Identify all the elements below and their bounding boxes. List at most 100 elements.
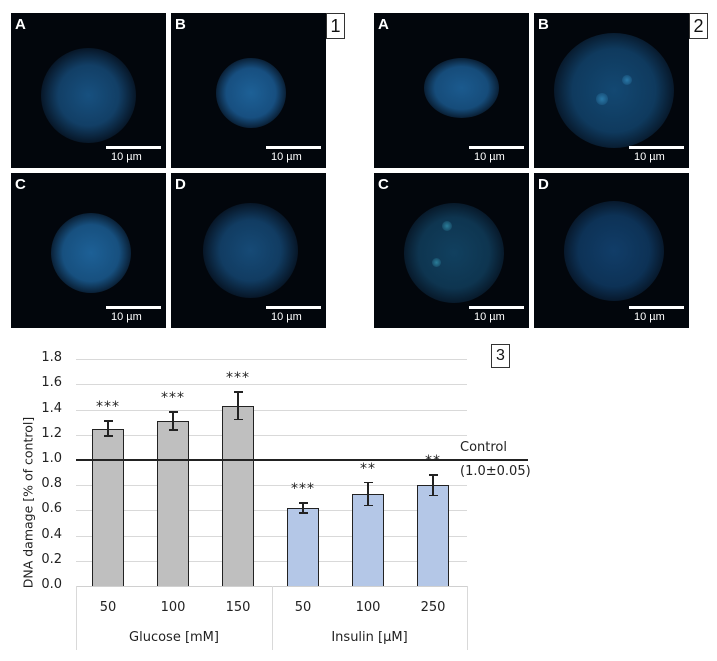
error-cap [103,435,113,437]
significance-marker: *** [226,369,250,386]
scale-bar [106,146,161,149]
error-bar [302,502,304,513]
error-cap [233,391,243,393]
error-cap [363,504,373,507]
dna-damage-bar-chart: DNA damage [% of control] 0.0 0.2 0.4 0.6 0.… [0,335,717,661]
scale-bar [106,306,161,309]
category-divider [467,586,468,650]
x-axis-line [76,586,467,587]
gridline [76,434,467,436]
panel-letter: B [175,16,186,33]
y-tick-label: 0.4 [41,526,62,542]
control-line [76,459,528,461]
figure-label-2: 2 [689,13,708,39]
error-cap [363,481,373,484]
y-tick-label: 1.4 [41,400,62,416]
significance-marker: *** [161,390,185,407]
y-tick-label: 0.6 [41,501,62,517]
gridline [76,384,467,386]
gridline [76,560,467,562]
y-tick-label: 1.2 [41,425,62,441]
x-group-label-glucose: Glucose [mM] [129,630,219,645]
bar-glucose-50 [92,428,124,586]
bar-insulin-100 [352,494,384,586]
y-tick-label: 0.0 [41,577,62,592]
scale-bar [629,306,684,309]
error-cap [168,429,178,431]
error-cap [428,474,438,476]
scale-bar [469,146,524,149]
bar-insulin-250 [417,485,449,586]
micrograph-panel-2d: D 10 µm [534,173,689,328]
error-bar [432,475,434,496]
micrograph-panel-1a: A 10 µm [11,13,166,168]
scale-bar [629,146,684,149]
micrograph-panel-2b: B 10 µm [534,13,689,168]
error-bar [107,420,109,437]
gridline [76,535,467,537]
panel-letter: D [538,176,549,193]
x-category-label: 150 [225,600,251,615]
error-cap [168,411,178,413]
error-cap [103,420,113,422]
scale-label: 10 µm [474,311,505,323]
error-cap [428,494,438,497]
scale-label: 10 µm [111,311,142,323]
category-divider [76,586,77,650]
panel-letter: A [378,16,389,33]
bar-glucose-100 [157,420,189,586]
y-tick-label: 1.6 [41,375,62,391]
panel-letter: B [538,16,549,33]
scale-label: 10 µm [271,151,302,163]
gridline [76,409,467,411]
error-cap [233,418,243,421]
y-tick-label: 1.8 [41,350,62,366]
significance-marker: *** [291,480,315,497]
scale-bar [469,306,524,309]
scale-label: 10 µm [634,311,665,323]
y-tick-label: 0.2 [41,551,62,567]
scale-bar [266,306,321,309]
micrograph-panel-2a: A 10 µm [374,13,529,168]
micrograph-panel-2c: C 10 µm [374,173,529,328]
scale-bar [266,146,321,149]
category-divider [272,586,273,650]
error-cap [298,512,308,514]
error-bar [367,482,369,506]
significance-marker: ** [425,453,441,470]
error-bar [172,412,174,430]
gridline [76,359,467,361]
x-group-label-insulin: Insulin [µM] [331,630,408,645]
x-category-label: 50 [294,600,312,615]
micrograph-panel-1d: D 10 µm [171,173,326,328]
panel-letter: D [175,176,186,193]
y-tick-label: 1.0 [41,451,62,466]
x-category-label: 250 [420,600,446,615]
micrograph-panel-1b: B 10 µm [171,13,326,168]
control-label: Control [460,440,507,455]
scale-label: 10 µm [271,311,302,323]
y-tick-label: 0.8 [41,476,62,492]
y-axis-label: DNA damage [% of control] [20,416,36,589]
x-category-label: 100 [160,600,186,615]
error-cap [298,502,308,504]
gridline [76,485,467,487]
panel-letter: A [15,16,26,33]
x-category-label: 100 [355,600,381,615]
bar-insulin-50 [287,507,319,586]
scale-label: 10 µm [474,151,505,163]
figure-label-1: 1 [326,13,345,39]
scale-label: 10 µm [634,151,665,163]
figure-label-3: 3 [491,344,510,368]
panel-letter: C [378,176,389,193]
gridline [76,510,467,512]
control-value: (1.0±0.05) [460,464,531,479]
panel-letter: C [15,176,26,193]
scale-label: 10 µm [111,151,142,163]
significance-marker: ** [360,460,376,477]
micrograph-panel-1c: C 10 µm [11,173,166,328]
error-bar [237,391,239,420]
x-category-label: 50 [99,600,117,615]
bar-glucose-150 [222,405,254,586]
significance-marker: *** [96,398,120,415]
